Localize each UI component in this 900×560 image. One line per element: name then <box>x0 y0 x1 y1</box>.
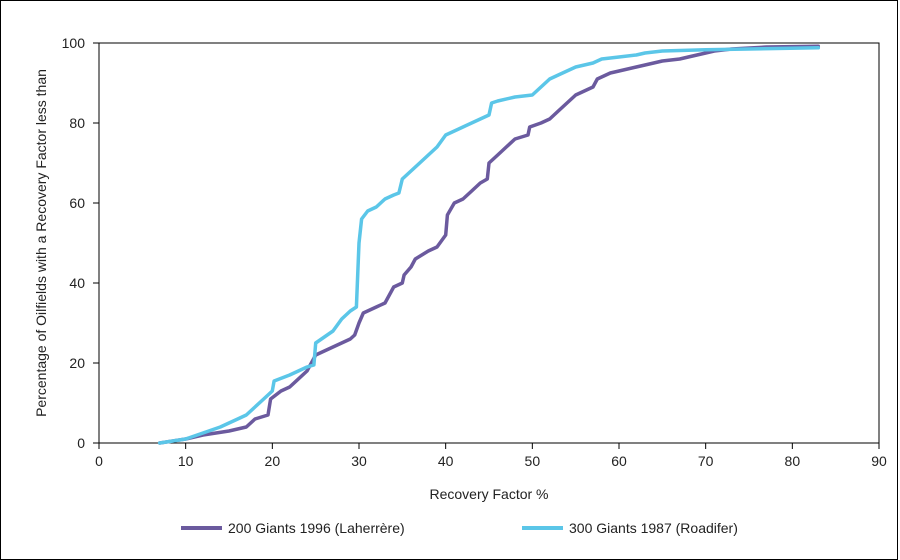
x-tick-label: 80 <box>785 453 801 469</box>
y-axis-title: Percentage of Oilfields with a Recovery … <box>33 69 49 417</box>
x-tick-label: 0 <box>95 453 103 469</box>
x-tick-label: 40 <box>438 453 454 469</box>
y-tick-label: 60 <box>69 195 85 211</box>
x-tick-label: 60 <box>611 453 627 469</box>
y-tick-label: 40 <box>69 275 85 291</box>
x-axis-ticks: 0 10 20 30 40 50 60 70 80 90 <box>95 443 887 469</box>
x-tick-label: 70 <box>698 453 714 469</box>
legend-label-laherrere: 200 Giants 1996 (Laherrère) <box>228 520 405 536</box>
x-tick-label: 30 <box>351 453 367 469</box>
y-axis-ticks: 0 20 40 60 80 100 <box>62 35 99 451</box>
x-tick-label: 50 <box>525 453 541 469</box>
series-lines <box>157 44 821 445</box>
y-tick-label: 20 <box>69 355 85 371</box>
x-tick-label: 10 <box>178 453 194 469</box>
y-tick-label: 80 <box>69 115 85 131</box>
legend: 200 Giants 1996 (Laherrère) 300 Giants 1… <box>181 520 738 536</box>
x-tick-label: 90 <box>871 453 887 469</box>
y-tick-label: 0 <box>77 435 85 451</box>
series-line-laherrere <box>157 44 821 445</box>
series-line-roadifer <box>157 46 821 445</box>
y-tick-label: 100 <box>62 35 86 51</box>
x-axis-title: Recovery Factor % <box>429 486 548 502</box>
line-chart: 0 10 20 30 40 50 60 70 80 90 0 20 40 60 80 100 Recover… <box>33 35 887 536</box>
legend-label-roadifer: 300 Giants 1987 (Roadifer) <box>569 520 738 536</box>
plot-area <box>98 42 880 444</box>
x-tick-label: 20 <box>265 453 281 469</box>
